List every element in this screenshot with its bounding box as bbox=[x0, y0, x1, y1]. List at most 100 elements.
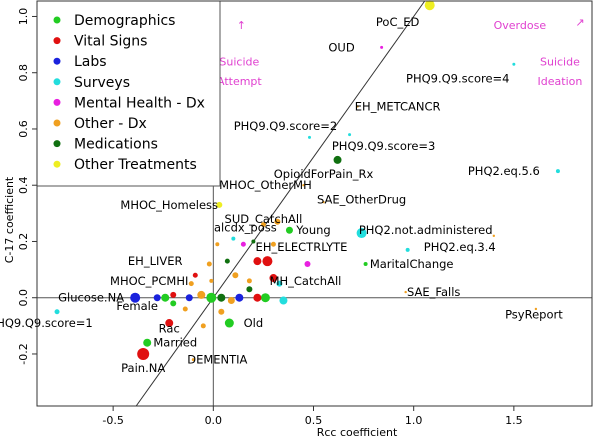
legend-swatch bbox=[53, 98, 61, 106]
data-point bbox=[348, 133, 352, 137]
data-point bbox=[235, 293, 244, 302]
legend-label: Mental Health - Dx bbox=[74, 95, 205, 111]
point-label: EH_LIVER bbox=[128, 254, 183, 268]
labeled-points bbox=[54, 0, 560, 362]
annotation-text: Suicide bbox=[219, 55, 259, 68]
point-label: MH_CatchAll bbox=[270, 274, 342, 288]
legend-label: Medications bbox=[74, 137, 158, 153]
legend-swatch bbox=[53, 140, 61, 148]
data-point bbox=[356, 105, 359, 108]
y-tick-label: 0.4 bbox=[17, 176, 30, 194]
legend-label: Vital Signs bbox=[74, 34, 147, 50]
y-tick-label: 1.0 bbox=[17, 8, 30, 26]
point-label: MaritalChange bbox=[370, 257, 454, 271]
point-label: SAE_Falls bbox=[407, 285, 460, 299]
data-point bbox=[165, 319, 174, 328]
annotation-text: Overdose bbox=[494, 19, 547, 32]
point-label: PHQ2.not.administered bbox=[359, 223, 493, 237]
legend-swatch bbox=[53, 78, 61, 86]
point-label: PoC_ED bbox=[376, 15, 420, 29]
data-point bbox=[224, 318, 234, 328]
data-point bbox=[404, 290, 407, 294]
point-label: OpioidForPain_Rx bbox=[274, 167, 374, 181]
legend: Demographics Vital Signs Labs Surveys Mental… bbox=[36, 0, 221, 187]
point-label: SUD_CatchAll bbox=[225, 212, 303, 226]
data-point bbox=[285, 226, 293, 234]
x-tick-label: 0.5 bbox=[305, 414, 323, 427]
plot-frame bbox=[36, 0, 593, 407]
point-label: MHOC_OtherMH bbox=[219, 178, 312, 192]
data-point bbox=[246, 286, 253, 293]
data-point bbox=[492, 234, 496, 238]
point-label: EH_METCANCR bbox=[355, 99, 441, 113]
data-point bbox=[380, 45, 384, 49]
legend-label: Demographics bbox=[74, 13, 175, 29]
y-tick-label: 0.0 bbox=[17, 289, 30, 307]
data-point bbox=[215, 242, 220, 247]
data-point bbox=[356, 228, 367, 239]
diagonal-line bbox=[135, 0, 426, 407]
data-point bbox=[182, 306, 188, 312]
legend-swatch bbox=[53, 119, 61, 127]
data-point bbox=[153, 294, 161, 302]
data-point bbox=[170, 300, 177, 307]
data-point bbox=[143, 338, 152, 347]
data-point bbox=[200, 323, 206, 329]
legend-box bbox=[36, 0, 221, 187]
point-label: PHQ9.Q9.score=1 bbox=[0, 316, 93, 330]
point-label: Glucose.NA bbox=[58, 291, 124, 305]
legend-swatch bbox=[53, 160, 61, 168]
legend-label: Labs bbox=[74, 54, 107, 70]
legend-swatch bbox=[53, 57, 61, 65]
annotations: ↑ Suicide Attempt Overdose ↗ Suicide Ideation bbox=[217, 16, 585, 88]
annotation-text: Attempt bbox=[217, 75, 262, 88]
x-tick-label: 0.0 bbox=[205, 414, 223, 427]
data-point bbox=[555, 169, 560, 174]
data-point bbox=[253, 257, 262, 266]
data-point bbox=[137, 347, 150, 360]
data-point bbox=[302, 184, 305, 187]
x-tick-label: -0.5 bbox=[102, 414, 123, 427]
annotation-text: ↗ bbox=[575, 16, 584, 29]
point-label: PHQ9.Q9.score=4 bbox=[406, 71, 509, 85]
unlabeled-points bbox=[153, 234, 496, 329]
legend-label: Surveys bbox=[74, 75, 130, 91]
point-label: Old bbox=[244, 316, 264, 330]
point-label: PHQ9.Q9.score=3 bbox=[332, 139, 435, 153]
y-tick-label: 0.8 bbox=[17, 64, 30, 82]
data-point bbox=[240, 241, 246, 247]
data-point bbox=[260, 293, 270, 303]
point-label: Pain.NA bbox=[121, 361, 165, 375]
data-point bbox=[322, 200, 325, 204]
point-label: DEMENTIA bbox=[187, 353, 247, 367]
data-point bbox=[185, 294, 193, 302]
data-point bbox=[276, 280, 283, 287]
data-point bbox=[130, 292, 141, 303]
point-label: Rac bbox=[159, 322, 180, 336]
legend-swatch bbox=[53, 37, 61, 45]
point-label: Young bbox=[295, 223, 330, 237]
data-point bbox=[170, 291, 177, 298]
data-point bbox=[333, 155, 342, 164]
data-point bbox=[209, 278, 214, 283]
point-label: alcdx_poss bbox=[214, 220, 277, 234]
data-point bbox=[424, 0, 435, 11]
data-point bbox=[363, 261, 368, 266]
data-point bbox=[260, 222, 266, 228]
point-label: OUD bbox=[328, 40, 354, 54]
y-tick-label: 0.2 bbox=[17, 233, 30, 251]
data-point bbox=[191, 358, 195, 362]
data-point bbox=[216, 201, 223, 208]
data-point bbox=[218, 308, 225, 315]
data-point bbox=[188, 281, 194, 287]
legend-swatch bbox=[53, 16, 61, 24]
point-label: PHQ2.eq.5.6 bbox=[468, 164, 540, 178]
data-point bbox=[224, 258, 230, 264]
data-point bbox=[206, 292, 217, 303]
data-point bbox=[197, 290, 206, 299]
data-point bbox=[269, 274, 278, 283]
point-label: MHOC_Homeless bbox=[120, 198, 218, 212]
annotation-text: Ideation bbox=[538, 75, 583, 88]
data-point bbox=[279, 296, 288, 305]
